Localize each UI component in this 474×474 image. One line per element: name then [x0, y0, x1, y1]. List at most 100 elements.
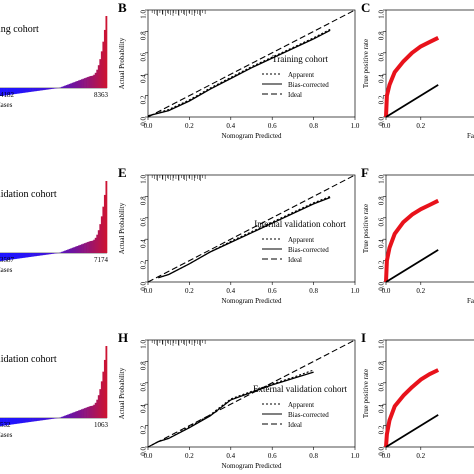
- bar: [97, 65, 100, 88]
- bar: [64, 85, 67, 88]
- bar: [7, 418, 10, 425]
- series-bias-corrected: [151, 371, 314, 446]
- bar: [68, 248, 71, 253]
- bar: [19, 418, 22, 424]
- bar: [7, 253, 10, 260]
- bar: [36, 88, 39, 91]
- bar: [22, 253, 25, 258]
- bar: [25, 88, 28, 93]
- bar: [70, 83, 73, 88]
- bar: [61, 251, 63, 253]
- bar: [39, 88, 42, 91]
- bar: [41, 253, 44, 256]
- bar: [7, 88, 10, 95]
- x-tick-label: 0.4: [226, 452, 235, 460]
- bar: [103, 194, 106, 253]
- bar: [82, 408, 85, 418]
- y-tick-label: 0.0: [378, 117, 386, 126]
- bar: [10, 88, 13, 95]
- bar: [94, 402, 97, 418]
- bar: [79, 244, 82, 253]
- bar-title-fragment: lidation cohort: [0, 189, 57, 200]
- x-tick-label: 0.6: [268, 287, 277, 295]
- bar: [99, 389, 102, 418]
- bar: [47, 253, 50, 255]
- bar: [4, 253, 7, 261]
- bar: [38, 253, 41, 256]
- bar: [50, 253, 53, 255]
- bar: [88, 241, 91, 253]
- y-tick-label: 0.8: [378, 361, 386, 370]
- bar-xlabel-fragment: Cases: [0, 431, 13, 439]
- legend-label: Ideal: [288, 421, 302, 429]
- bar: [59, 252, 62, 253]
- roc-curve: [384, 368, 440, 448]
- bar: [81, 409, 83, 418]
- y-tick-label: 0.6: [140, 217, 148, 226]
- plot-frame: [147, 339, 356, 448]
- roc-curve: [384, 198, 440, 283]
- bar-title-fragment: lidation cohort: [0, 354, 57, 365]
- x-tick-label: 0.6: [268, 122, 277, 130]
- bar: [103, 359, 106, 418]
- bar: [47, 418, 50, 420]
- y-tick-label: 0.2: [140, 425, 148, 434]
- bar: [67, 84, 70, 88]
- bar: [24, 88, 27, 93]
- plot-frame: [147, 9, 356, 118]
- bar: [84, 78, 86, 88]
- bar: [87, 406, 89, 418]
- y-axis-label: Actual Probability: [118, 367, 126, 419]
- bar: [97, 395, 100, 418]
- y-axis-label: Actual Probability: [118, 37, 126, 89]
- bar: [88, 76, 91, 88]
- bar: [32, 88, 34, 92]
- bar: [39, 253, 42, 256]
- bar: [0, 418, 2, 426]
- y-tick-label: 0.6: [378, 217, 386, 226]
- y-tick-label: 0.2: [140, 95, 148, 104]
- panel-letter: E: [118, 165, 127, 180]
- bar: [6, 253, 8, 261]
- x-tick-label: 0.2: [416, 287, 425, 295]
- bar: [19, 88, 22, 94]
- x-tick-label: 0.8: [309, 452, 318, 460]
- plot-frame: [147, 174, 356, 283]
- series-bias-corrected: [147, 29, 331, 117]
- bar-x-tick-label: 1063: [94, 421, 109, 429]
- bar: [13, 418, 16, 425]
- legend-title: External validation cohort: [253, 384, 347, 394]
- bar: [47, 88, 50, 90]
- bar: [77, 80, 80, 88]
- bar: [35, 253, 37, 257]
- bar: [12, 88, 15, 95]
- legend-label: Bias-corrected: [288, 81, 329, 89]
- bar: [91, 240, 94, 253]
- bar: [100, 51, 103, 88]
- bar: [33, 253, 36, 257]
- x-tick-label: 0.4: [226, 287, 235, 295]
- bar: [13, 88, 16, 95]
- bar: [74, 411, 77, 418]
- legend-label: Apparent: [288, 401, 314, 409]
- bar: [25, 253, 28, 258]
- y-tick-label: 0.8: [378, 31, 386, 40]
- bar: [6, 88, 8, 96]
- bar: [22, 418, 25, 423]
- bar: [10, 253, 13, 260]
- bar: [84, 243, 86, 253]
- bar: [71, 247, 74, 253]
- y-tick-label: 0.8: [140, 31, 148, 40]
- x-tick-label: 0.0: [144, 122, 153, 130]
- panel-letter: H: [118, 330, 128, 345]
- x-tick-label: 0.2: [185, 122, 194, 130]
- bar: [85, 242, 88, 253]
- bar: [21, 88, 24, 94]
- bar: [44, 253, 47, 255]
- bar: [102, 206, 105, 253]
- bar: [16, 418, 19, 424]
- bar-xlabel-fragment: Cases: [0, 101, 13, 109]
- bar: [27, 253, 30, 258]
- bar: [99, 59, 102, 88]
